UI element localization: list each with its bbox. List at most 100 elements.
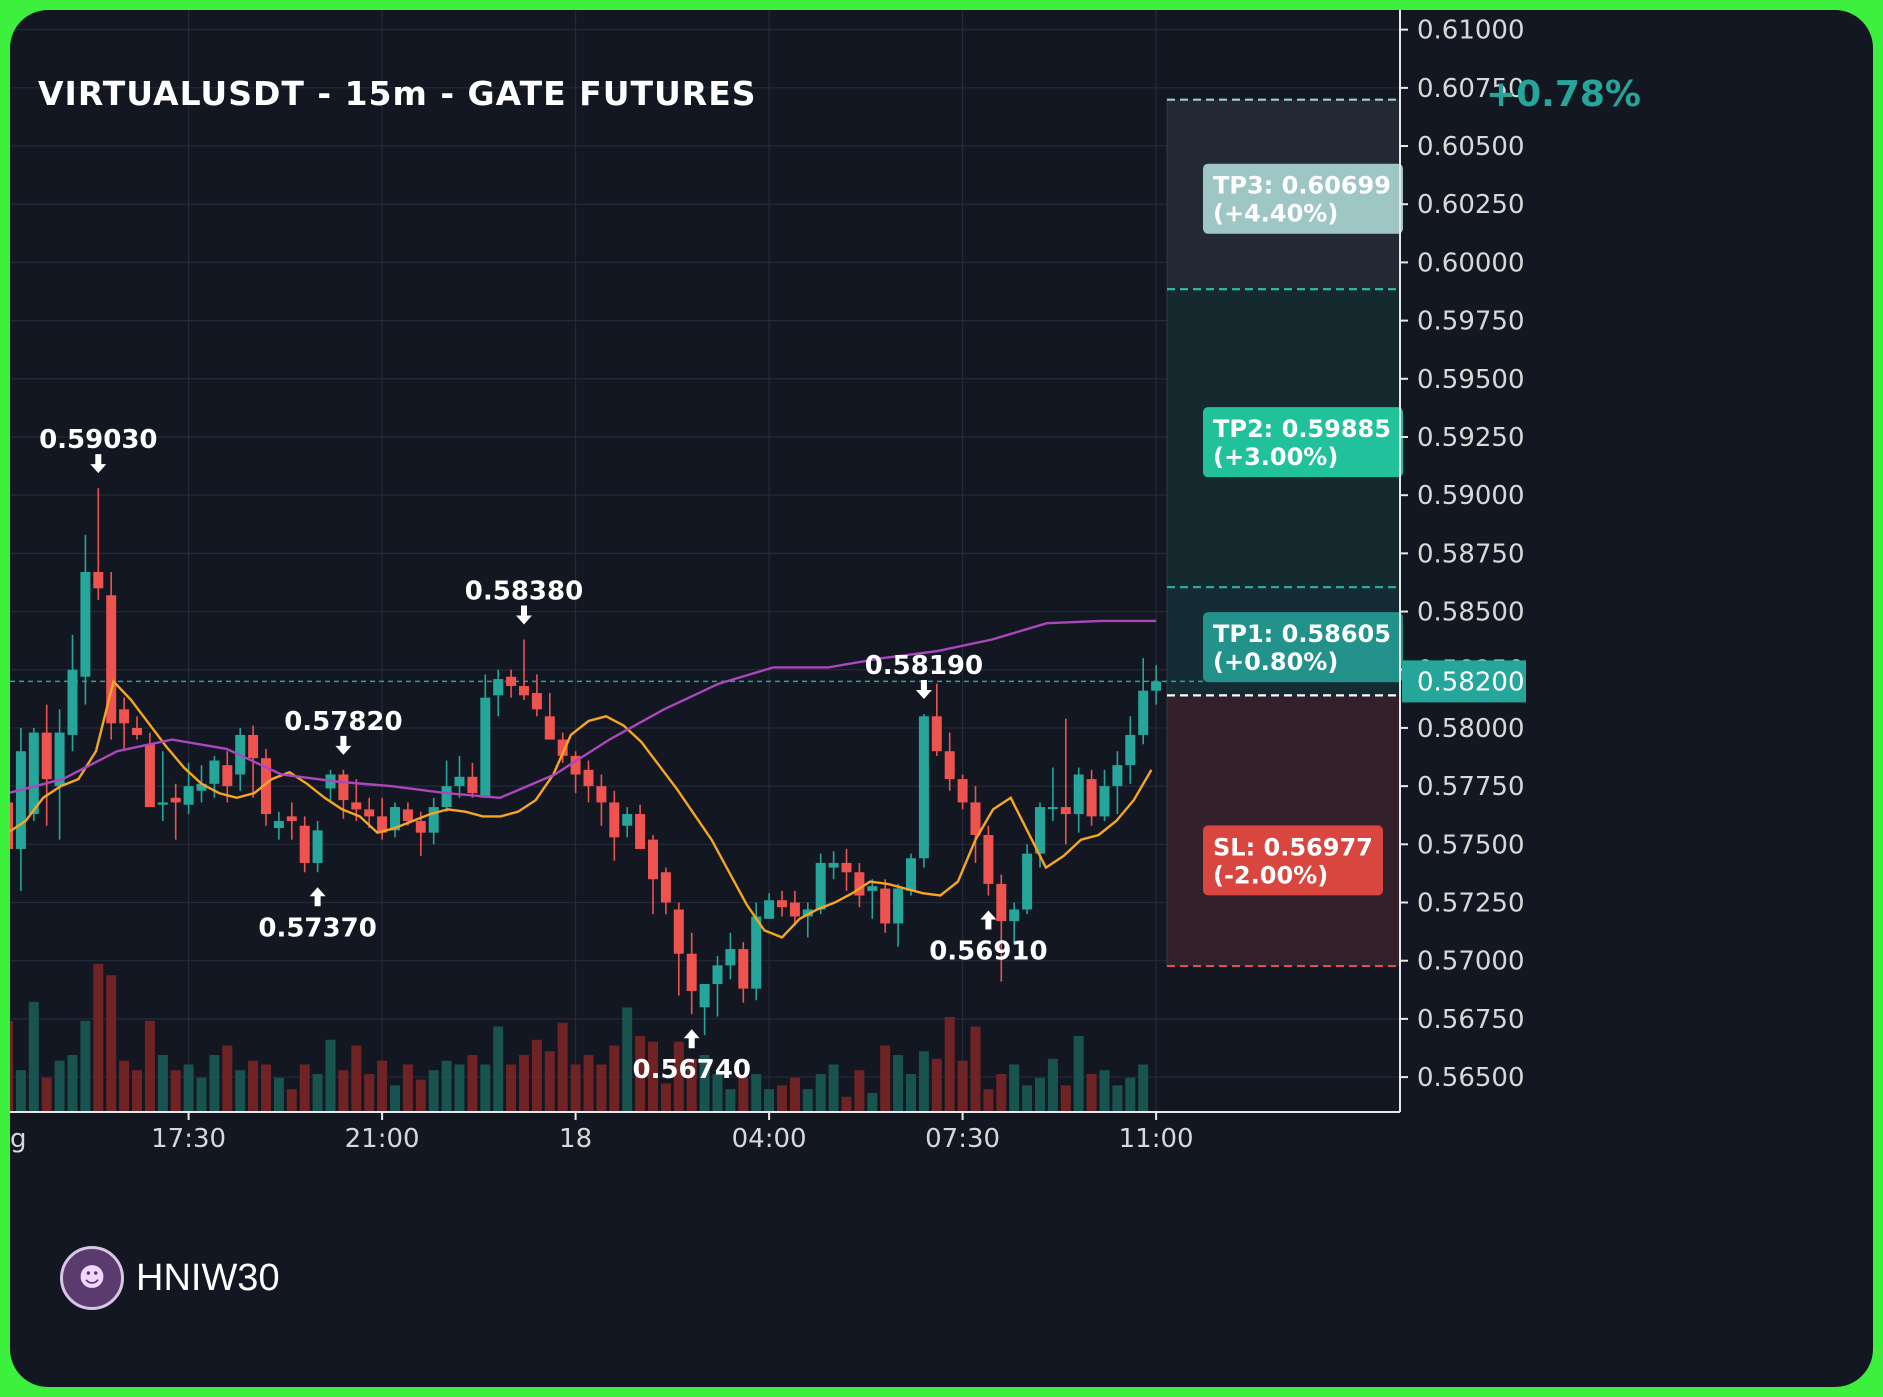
volume-bar	[428, 1070, 439, 1112]
candle-bull	[209, 760, 220, 784]
volume-bar	[1060, 1085, 1071, 1112]
price-tick-label: 0.60750	[1417, 74, 1525, 104]
candle-bear	[596, 786, 607, 803]
candle-bear	[544, 716, 555, 740]
candle-bear	[248, 734, 259, 759]
candle-bull	[454, 776, 465, 787]
candle-bull	[699, 983, 710, 1008]
candle-bear	[402, 809, 413, 822]
volume-bar	[54, 1060, 65, 1112]
volume-bar	[351, 1045, 362, 1112]
volume-bar	[1009, 1064, 1020, 1112]
volume-bar	[261, 1064, 271, 1112]
volume-bar	[402, 1064, 413, 1112]
volume-bar	[570, 1064, 581, 1112]
candle-bull	[428, 807, 439, 833]
candle-bear	[286, 816, 297, 822]
volume-bar	[673, 1041, 684, 1112]
down-arrow-icon	[516, 605, 532, 625]
candle-bear	[415, 821, 426, 833]
price-tick-label: 0.57000	[1417, 947, 1525, 977]
candle-bull	[1035, 807, 1045, 854]
price-tick-label: 0.56500	[1417, 1063, 1525, 1093]
volume-bar	[622, 1007, 633, 1112]
candle-bear	[531, 693, 542, 710]
candle-bull	[80, 571, 91, 677]
volume-bar	[170, 1070, 181, 1112]
price-tick-label: 0.57750	[1417, 772, 1525, 802]
volume-bar	[312, 1074, 323, 1112]
candle-bull	[441, 786, 452, 808]
avatar-icon: ☻	[60, 1246, 124, 1310]
volume-bar	[157, 1055, 168, 1112]
candle-bear	[841, 862, 852, 873]
candle-bear	[673, 909, 684, 954]
high-label: 0.59030	[39, 425, 157, 455]
volume-bar	[222, 1045, 233, 1112]
time-tick-label: 17:30	[151, 1124, 226, 1154]
high-label: 0.58190	[865, 651, 983, 681]
level-label-pct: (-2.00%)	[1213, 861, 1328, 889]
volume-bar	[596, 1064, 607, 1112]
candle-bear	[777, 900, 787, 908]
volume-bar	[1035, 1077, 1045, 1112]
candle-bull	[54, 732, 65, 787]
candlestick-chart: 0.59030 0.57820 0.57370 0.58380 0.56740 0.581…	[10, 10, 1526, 1154]
volume-bar	[67, 1055, 78, 1112]
candle-bear	[854, 872, 865, 896]
volume-bar	[544, 1051, 555, 1112]
volume-bar	[609, 1045, 620, 1112]
candle-bull	[893, 888, 904, 924]
candle-bull	[1022, 853, 1033, 910]
chart-frame: 0.59030 0.57820 0.57370 0.58380 0.56740 0.581…	[10, 10, 1873, 1387]
candle-bear	[10, 802, 13, 849]
candle-bear	[880, 888, 891, 924]
volume-bar	[454, 1064, 465, 1112]
candle-bull	[312, 830, 323, 863]
candle-bull	[1151, 681, 1162, 691]
candle-bear	[789, 902, 800, 917]
volume-bar	[789, 1077, 800, 1112]
volume-bar	[1022, 1085, 1033, 1112]
candle-bear	[170, 797, 181, 803]
volume-bar	[1047, 1058, 1058, 1112]
level-label-tp1: TP1: 0.58605	[1213, 620, 1391, 648]
current-price-label: 0.58200	[1417, 667, 1525, 697]
candle-bear	[377, 816, 388, 833]
volume-bar	[635, 1036, 646, 1112]
volume-bar	[390, 1085, 400, 1112]
price-tick-label: 0.60500	[1417, 132, 1525, 162]
volume-bar	[506, 1064, 517, 1112]
time-tick-label: 18	[559, 1124, 592, 1154]
level-label-tp3: TP3: 0.60699	[1213, 172, 1391, 200]
level-label-box	[1203, 407, 1403, 478]
price-tick-label: 0.61000	[1417, 16, 1525, 46]
change-percent: +0.78%	[1485, 74, 1641, 115]
candle-bear	[648, 839, 658, 880]
volume-bar	[377, 1060, 388, 1112]
candle-bull	[67, 669, 78, 735]
volume-bar	[983, 1089, 994, 1112]
low-label: 0.57370	[258, 913, 376, 943]
time-tick-label: 07:30	[925, 1124, 1000, 1154]
candle-bear	[570, 755, 581, 775]
low-label: 0.56910	[929, 937, 1047, 967]
volume-bar	[1099, 1070, 1110, 1112]
candle-bear	[996, 883, 1007, 922]
level-label-box	[1203, 825, 1383, 896]
volume-bar	[209, 1055, 220, 1112]
volume-bar	[764, 1089, 775, 1112]
volume-bar	[519, 1055, 529, 1112]
candle-bear	[660, 872, 671, 903]
candle-bear	[106, 595, 117, 724]
candle-bear	[132, 727, 142, 735]
volume-bar	[854, 1070, 865, 1112]
volume-bar	[106, 975, 117, 1112]
level-label-box	[1203, 612, 1403, 683]
candle-bear	[222, 765, 233, 787]
volume-bar	[467, 1055, 478, 1112]
candle-bull	[751, 916, 762, 989]
volume-bar	[144, 1020, 155, 1112]
candle-bear	[506, 676, 517, 687]
candle-bear	[144, 744, 155, 808]
